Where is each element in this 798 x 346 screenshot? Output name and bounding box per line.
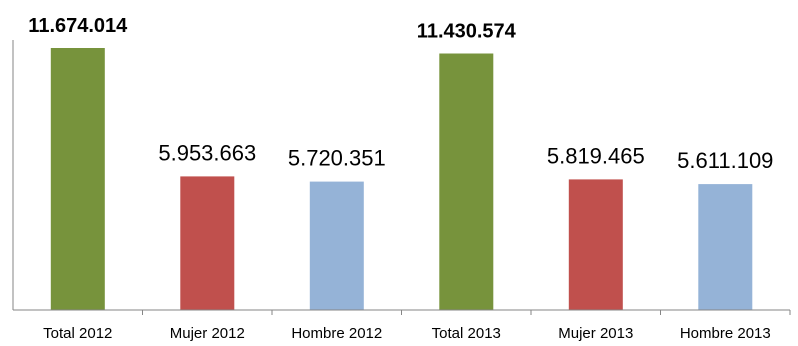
data-label-mujer-2013: 5.819.465: [547, 143, 645, 168]
tick-label-total-2013: Total 2013: [432, 325, 501, 342]
bar-mujer-2013: [568, 179, 623, 310]
bar-mujer-2012: [180, 176, 235, 310]
data-label-hombre-2013: 5.611.109: [677, 148, 773, 173]
data-labels-layer: 11.674.014 5.953.663 5.720.351 11.430.574 5.…: [28, 15, 773, 173]
tick-label-mujer-2013: Mujer 2013: [558, 325, 633, 342]
data-label-hombre-2012: 5.720.351: [288, 146, 386, 171]
bar-total-2013: [439, 53, 494, 310]
tick-label-hombre-2012: Hombre 2012: [291, 325, 382, 342]
tick-label-mujer-2012: Mujer 2012: [170, 325, 245, 342]
data-label-mujer-2012: 5.953.663: [158, 140, 256, 165]
tick-label-hombre-2013: Hombre 2013: [680, 325, 771, 342]
tick-label-total-2012: Total 2012: [43, 325, 112, 342]
data-label-total-2013: 11.430.574: [417, 21, 517, 43]
axis-layer: [12, 40, 791, 315]
bar-total-2012: [50, 48, 105, 310]
bars-layer: [50, 48, 753, 310]
data-label-total-2012: 11.674.014: [28, 15, 128, 37]
bar-hombre-2012: [309, 181, 364, 310]
tick-labels-layer: Total 2012 Mujer 2012 Hombre 2012 Total 201…: [43, 325, 771, 342]
bar-hombre-2013: [698, 184, 753, 310]
